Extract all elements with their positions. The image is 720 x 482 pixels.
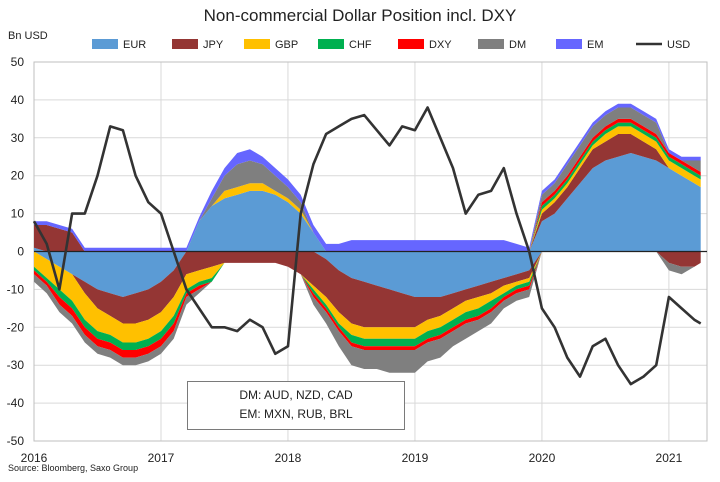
legend-swatch-gbp [244,39,270,49]
y-tick-label: 10 [11,207,25,221]
legend-swatch-chf [318,39,344,49]
x-tick-label: 2018 [275,451,302,465]
area-em-pos [34,103,701,252]
area-eur-neg [34,251,701,297]
x-tick-label: 2016 [21,451,48,465]
area-gbp-neg [34,251,701,343]
annotation-em: EM: MXN, RUB, BRL [239,407,353,421]
usd-line-group [32,106,702,386]
legend-swatch-dm [478,39,504,49]
x-tick-label: 2019 [402,451,429,465]
x-axis-ticks: 2016 2017 2018 2019 2020 2021 [21,451,683,465]
y-tick-label: -10 [7,282,25,296]
legend-label-dm: DM [509,39,526,51]
stacked-areas [34,103,701,373]
legend-swatch-em [556,39,582,49]
area-dxy-neg [34,251,701,358]
source-note: Source: Bloomberg, Saxo Group [8,463,139,473]
area-eur-pos [34,153,701,252]
legend-label-dxy: DXY [429,39,452,51]
y-tick-label: -20 [7,320,25,334]
legend-label-gbp: GBP [275,39,298,51]
y-tick-label: 30 [11,131,25,145]
y-axis-ticks: 50 40 30 20 10 0 -10 -20 -30 -40 -50 [7,55,25,448]
y-tick-label: 0 [17,245,24,259]
legend-swatch-dxy [398,39,424,49]
x-tick-label: 2021 [656,451,683,465]
y-tick-label: -30 [7,358,25,372]
legend-label-jpy: JPY [203,39,224,51]
legend-label-usd: USD [667,39,690,51]
legend-label-eur: EUR [123,39,146,51]
area-jpy-neg [34,251,701,328]
annotation-box: DM: AUD, NZD, CAD EM: MXN, RUB, BRL [187,381,405,430]
series-line-usd [32,106,702,386]
y-tick-label: 50 [11,55,25,69]
legend-swatch-eur [92,39,118,49]
x-tick-label: 2017 [148,451,175,465]
y-tick-label: -50 [7,434,25,448]
y-axis-unit-label: Bn USD [8,30,48,42]
legend-swatch-jpy [172,39,198,49]
area-jpy-pos [34,134,701,252]
chart-title: Non-commercial Dollar Position incl. DXY [203,6,517,25]
y-tick-label: -40 [7,396,25,410]
x-tick-label: 2020 [529,451,556,465]
legend-label-em: EM [587,39,604,51]
legend: EUR JPY GBP CHF DXY DM EM USD [92,39,690,51]
legend-label-chf: CHF [349,39,372,51]
annotation-dm: DM: AUD, NZD, CAD [239,388,353,402]
y-tick-label: 20 [11,169,25,183]
y-tick-label: 40 [11,93,25,107]
